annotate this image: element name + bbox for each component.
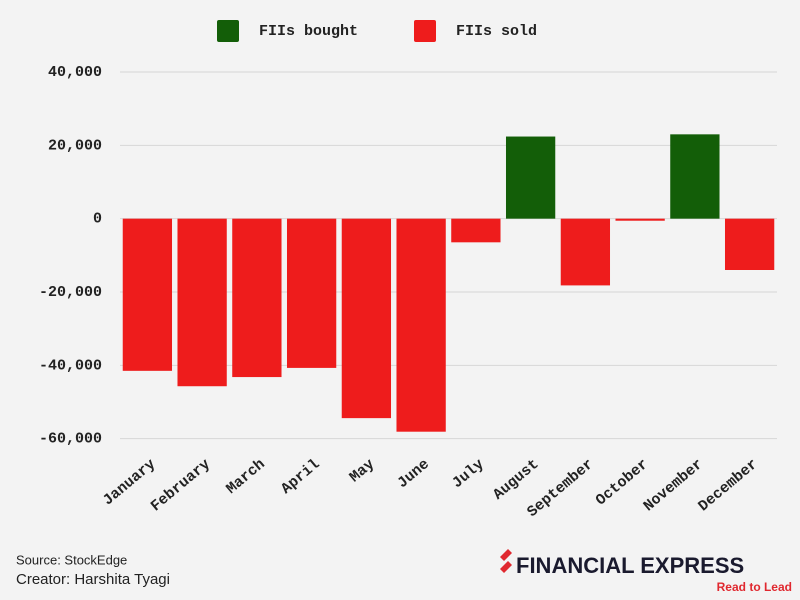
bar bbox=[286, 218, 337, 368]
legend-label: FIIs sold bbox=[456, 23, 537, 40]
y-tick-label: 20,000 bbox=[48, 137, 102, 154]
legend-swatch bbox=[217, 20, 239, 42]
tagline: Read to Lead bbox=[717, 580, 792, 594]
bar bbox=[396, 218, 446, 432]
bar bbox=[615, 218, 665, 221]
bar bbox=[724, 218, 775, 270]
bar bbox=[560, 218, 611, 286]
bar bbox=[232, 218, 282, 378]
bar bbox=[451, 218, 501, 243]
bar bbox=[341, 218, 392, 419]
y-tick-label: -60,000 bbox=[39, 431, 102, 448]
logo-icon bbox=[500, 549, 512, 573]
logo: FINANCIAL EXPRESS bbox=[516, 553, 744, 578]
source-note: Source: StockEdge bbox=[16, 552, 127, 567]
y-tick-label: -20,000 bbox=[39, 284, 102, 301]
bar bbox=[505, 136, 556, 219]
legend-swatch bbox=[414, 20, 436, 42]
y-tick-label: 0 bbox=[93, 211, 102, 228]
legend-label: FIIs bought bbox=[259, 23, 358, 40]
y-tick-label: -40,000 bbox=[39, 357, 102, 374]
bar bbox=[122, 218, 173, 371]
bar bbox=[177, 218, 227, 387]
y-tick-label: 40,000 bbox=[48, 64, 102, 81]
bar bbox=[670, 134, 720, 219]
creator-note: Creator: Harshita Tyagi bbox=[16, 571, 170, 588]
